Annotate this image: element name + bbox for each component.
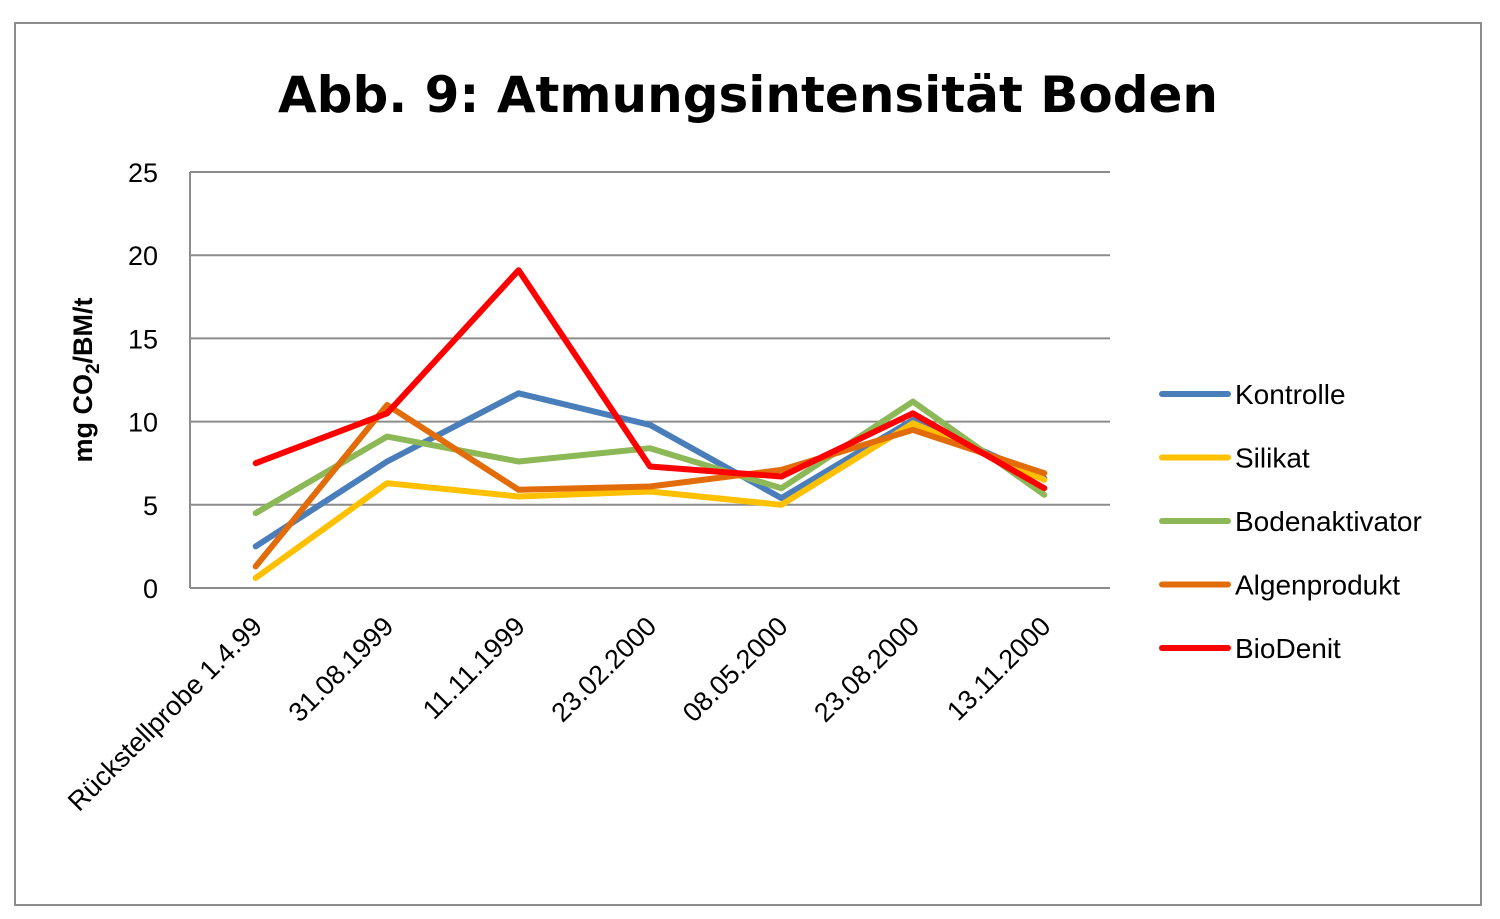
y-tick-label: 15 xyxy=(128,324,158,354)
legend-item: Bodenaktivator xyxy=(1159,506,1422,537)
legend-label: Algenprodukt xyxy=(1235,570,1400,601)
x-tick-label: 31.08.1999 xyxy=(283,611,400,728)
x-tick-label: 13.11.2000 xyxy=(941,611,1056,726)
x-tick-label: 23.08.2000 xyxy=(808,611,925,728)
y-axis-label-suffix: /BM/t xyxy=(68,297,98,363)
y-axis: 0 5 10 15 20 25 xyxy=(128,158,191,604)
y-axis-label-prefix: mg CO xyxy=(68,374,98,463)
series-line-algenprodukt xyxy=(252,402,1048,570)
grid-lines xyxy=(190,171,1110,589)
legend-label: Kontrolle xyxy=(1235,379,1346,410)
legend-item: Algenprodukt xyxy=(1159,570,1400,601)
y-tick-label: 10 xyxy=(128,408,158,438)
series-line-bodenaktivator xyxy=(252,398,1048,517)
legend: Kontrolle Silikat Bodenaktivator Algenprodu… xyxy=(1159,379,1422,664)
legend-item: BioDenit xyxy=(1159,633,1341,664)
legend-label: Silikat xyxy=(1235,443,1310,474)
series-line-biodenit xyxy=(252,267,1048,492)
x-tick-label: 23.02.2000 xyxy=(545,611,662,728)
legend-item: Silikat xyxy=(1159,443,1310,474)
series-line-kontrolle xyxy=(252,390,1048,550)
y-axis-label: mg CO2/BM/t xyxy=(68,297,104,462)
x-axis: Rückstellprobe 1.4.99 31.08.1999 11.11.199… xyxy=(62,611,1056,817)
legend-label: Bodenaktivator xyxy=(1235,506,1422,537)
y-tick-label: 20 xyxy=(128,241,158,271)
y-tick-label: 0 xyxy=(143,574,158,604)
series-line-silikat xyxy=(252,420,1048,581)
legend-item: Kontrolle xyxy=(1159,379,1346,410)
y-axis-label-subscript: 2 xyxy=(83,363,104,374)
y-tick-label: 5 xyxy=(143,491,158,521)
legend-label: BioDenit xyxy=(1235,633,1341,664)
y-tick-label: 25 xyxy=(128,158,158,188)
x-tick-label: Rückstellprobe 1.4.99 xyxy=(62,611,268,817)
x-tick-label: 11.11.1999 xyxy=(417,611,531,725)
x-tick-label: 08.05.2000 xyxy=(677,611,794,728)
series-lines xyxy=(252,267,1048,581)
chart-title: Abb. 9: Atmungsintensität Boden xyxy=(278,66,1218,124)
